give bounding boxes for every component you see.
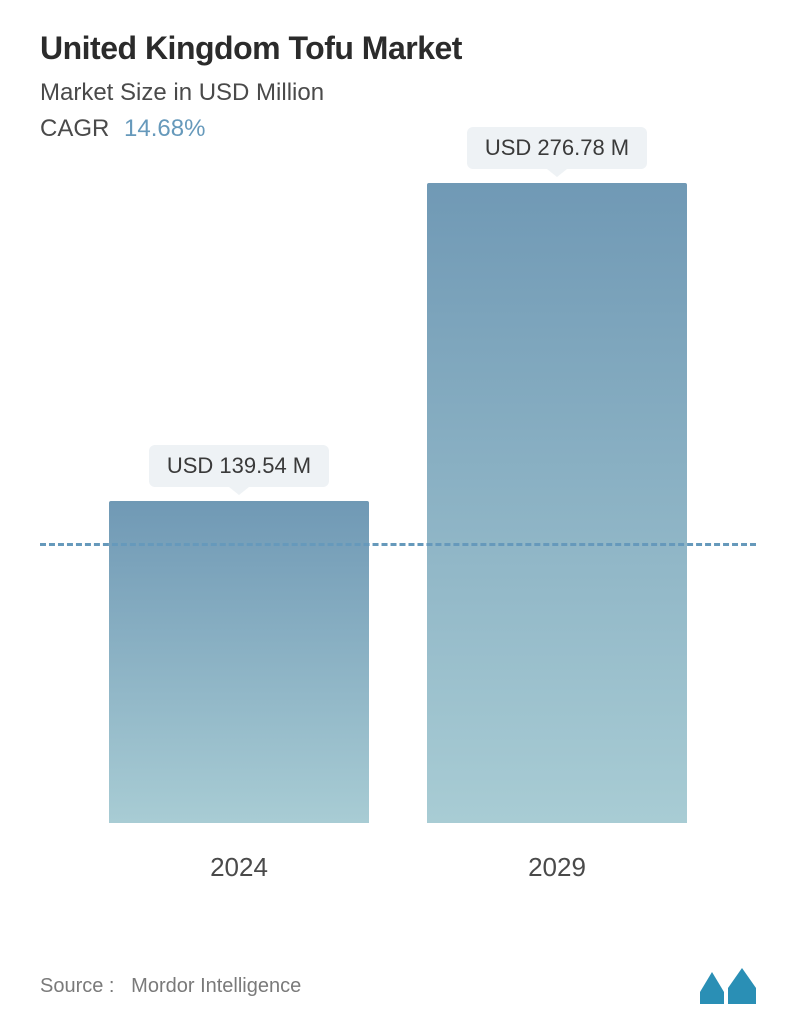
- footer: Source : Mordor Intelligence: [40, 968, 756, 1004]
- chart-title: United Kingdom Tofu Market: [40, 30, 756, 67]
- cagr-value: 14.68%: [124, 115, 205, 142]
- bar-2024: [109, 501, 369, 823]
- x-axis-labels: 2024 2029: [40, 852, 756, 883]
- chart-area: USD 139.54 M USD 276.78 M 2024 2029: [40, 183, 756, 883]
- source-name: Mordor Intelligence: [131, 975, 301, 997]
- bar-group-2029: USD 276.78 M: [417, 127, 697, 823]
- bar-2029: [427, 183, 687, 823]
- x-label-2029: 2029: [417, 852, 697, 883]
- value-label-2029: USD 276.78 M: [467, 127, 647, 169]
- cagr-label: CAGR: [40, 115, 109, 142]
- source-label: Source :: [40, 975, 114, 997]
- reference-line: [40, 543, 756, 546]
- bars-container: USD 139.54 M USD 276.78 M: [40, 183, 756, 823]
- source-text: Source : Mordor Intelligence: [40, 975, 301, 998]
- x-label-2024: 2024: [99, 852, 379, 883]
- chart-subtitle: Market Size in USD Million: [40, 79, 756, 107]
- bar-group-2024: USD 139.54 M: [99, 445, 379, 823]
- mordor-logo-icon: [700, 968, 756, 1004]
- value-label-2024: USD 139.54 M: [149, 445, 329, 487]
